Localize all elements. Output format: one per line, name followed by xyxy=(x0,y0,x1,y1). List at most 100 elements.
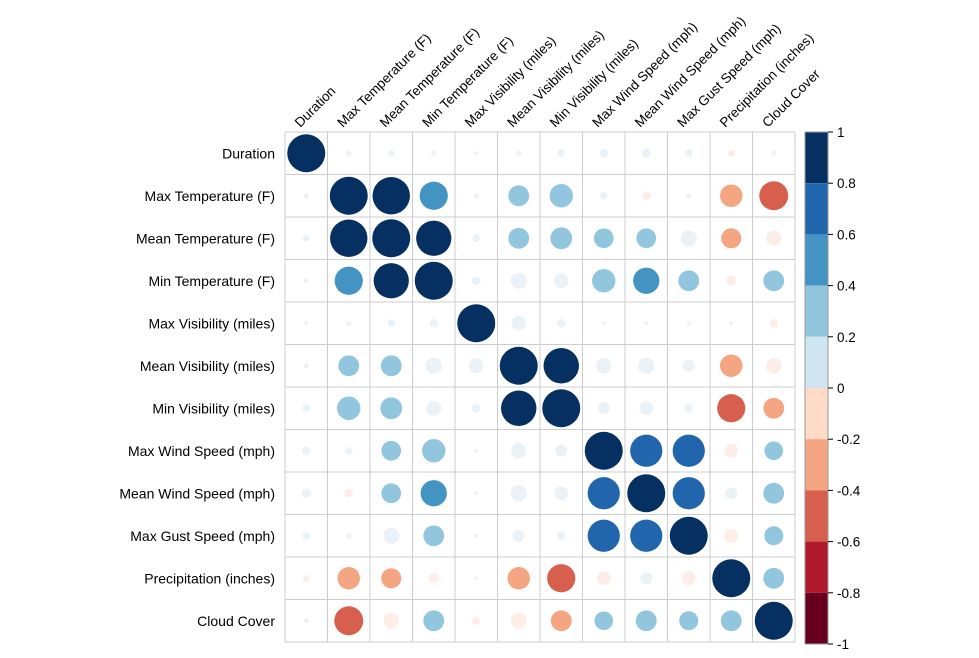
colorbar-segment xyxy=(805,490,828,542)
corr-circle xyxy=(641,148,651,158)
corr-circle xyxy=(640,572,653,585)
row-label: Mean Wind Speed (mph) xyxy=(119,485,275,501)
corr-circle xyxy=(680,230,697,247)
grid xyxy=(284,131,796,643)
corr-circle xyxy=(508,185,530,207)
corr-circle xyxy=(373,263,409,299)
corr-circle xyxy=(726,275,737,286)
corr-circle xyxy=(584,431,623,470)
corr-circle xyxy=(426,400,442,416)
corr-circle xyxy=(669,516,708,555)
corr-circle xyxy=(644,321,649,326)
colorbar-segment xyxy=(805,592,828,644)
corr-circle xyxy=(587,519,620,552)
corr-circle xyxy=(766,230,782,246)
row-label: Mean Temperature (F) xyxy=(136,230,275,246)
corr-circle xyxy=(557,531,566,540)
corr-circle xyxy=(684,404,693,413)
corr-circle xyxy=(337,567,360,590)
corr-circle xyxy=(383,527,400,544)
corr-circle xyxy=(763,567,785,589)
corr-circle xyxy=(472,404,481,413)
corr-circle xyxy=(423,610,445,632)
row-label: Precipitation (inches) xyxy=(144,570,275,586)
corr-circle xyxy=(346,533,352,539)
colorbar-segment xyxy=(805,234,828,286)
corr-circle xyxy=(557,319,566,328)
corr-circle xyxy=(636,228,657,249)
corr-circle xyxy=(599,149,608,158)
colorbar-segment xyxy=(805,439,828,491)
corr-circle xyxy=(303,278,309,284)
colorbar-tick-label: -0.8 xyxy=(837,586,860,601)
corr-circle xyxy=(672,434,705,467)
colorbar-tick-label: 0.6 xyxy=(837,227,856,242)
corr-circle xyxy=(507,567,530,590)
corr-circle xyxy=(381,440,402,461)
corr-circle xyxy=(334,606,364,636)
corr-circle xyxy=(553,273,569,289)
corr-circle xyxy=(597,402,610,415)
corr-circle xyxy=(682,359,695,372)
colorbar-segment xyxy=(805,541,828,593)
corr-circle xyxy=(387,149,395,157)
corr-circle xyxy=(499,346,538,385)
colorbar-segment xyxy=(805,285,828,337)
colorbar-segment xyxy=(805,183,828,235)
corr-circle xyxy=(725,487,738,500)
corr-circle xyxy=(594,611,614,631)
corr-circle xyxy=(550,610,572,632)
corr-circle xyxy=(681,571,696,586)
row-label: Min Visibility (miles) xyxy=(152,400,275,416)
colorbar-tick-label: -0.4 xyxy=(837,483,861,498)
row-label: Max Gust Speed (mph) xyxy=(130,528,275,544)
corr-circle xyxy=(468,358,484,374)
corr-circle xyxy=(599,191,608,200)
corr-circle xyxy=(287,134,326,173)
corr-circle xyxy=(511,443,527,459)
corr-circle xyxy=(639,401,654,416)
corr-circle xyxy=(596,571,611,586)
corr-circle xyxy=(759,181,789,211)
colorbar-tick-label: 0.4 xyxy=(837,279,856,294)
corr-circle xyxy=(414,261,453,300)
colorbar-tick-label: -1 xyxy=(837,637,849,652)
corr-circle xyxy=(425,357,442,374)
corr-circle xyxy=(638,357,655,374)
corr-circle xyxy=(601,321,606,326)
corr-circle xyxy=(765,357,782,374)
corr-circle xyxy=(303,618,309,624)
corr-circle xyxy=(334,266,363,295)
corr-circle xyxy=(381,568,402,589)
corr-circle xyxy=(510,272,527,289)
corr-circle xyxy=(557,149,566,158)
corr-circle xyxy=(422,439,446,463)
corr-circle xyxy=(474,533,479,538)
corr-circle xyxy=(474,448,479,453)
corr-circle xyxy=(501,390,537,426)
corr-circle xyxy=(720,610,742,632)
corr-circle xyxy=(302,574,310,582)
row-label: Max Temperature (F) xyxy=(145,188,275,204)
corr-circle xyxy=(344,489,353,498)
corr-circle xyxy=(387,319,396,328)
corr-circle xyxy=(516,150,522,156)
colorbar: 1 0.8 0.6 0.4 0.2 0 -0.2 -0.4 -0.6 -0.8 -1 xyxy=(804,125,861,652)
corr-circle xyxy=(510,485,527,502)
corr-circle xyxy=(587,477,620,510)
colorbar-tick-label: 0.8 xyxy=(837,176,856,191)
corr-circle xyxy=(380,355,402,377)
corr-circle xyxy=(420,480,447,507)
corr-circle xyxy=(337,396,361,420)
corr-circle xyxy=(416,220,452,256)
colorbar-segment xyxy=(805,336,828,388)
corr-circle xyxy=(303,363,309,369)
corr-circle xyxy=(474,151,479,156)
corr-circle xyxy=(338,355,360,377)
corr-circle xyxy=(724,443,739,458)
corr-circle xyxy=(474,491,479,496)
corr-circle xyxy=(304,321,309,326)
corr-circle xyxy=(627,474,666,513)
corr-circle xyxy=(474,576,479,581)
